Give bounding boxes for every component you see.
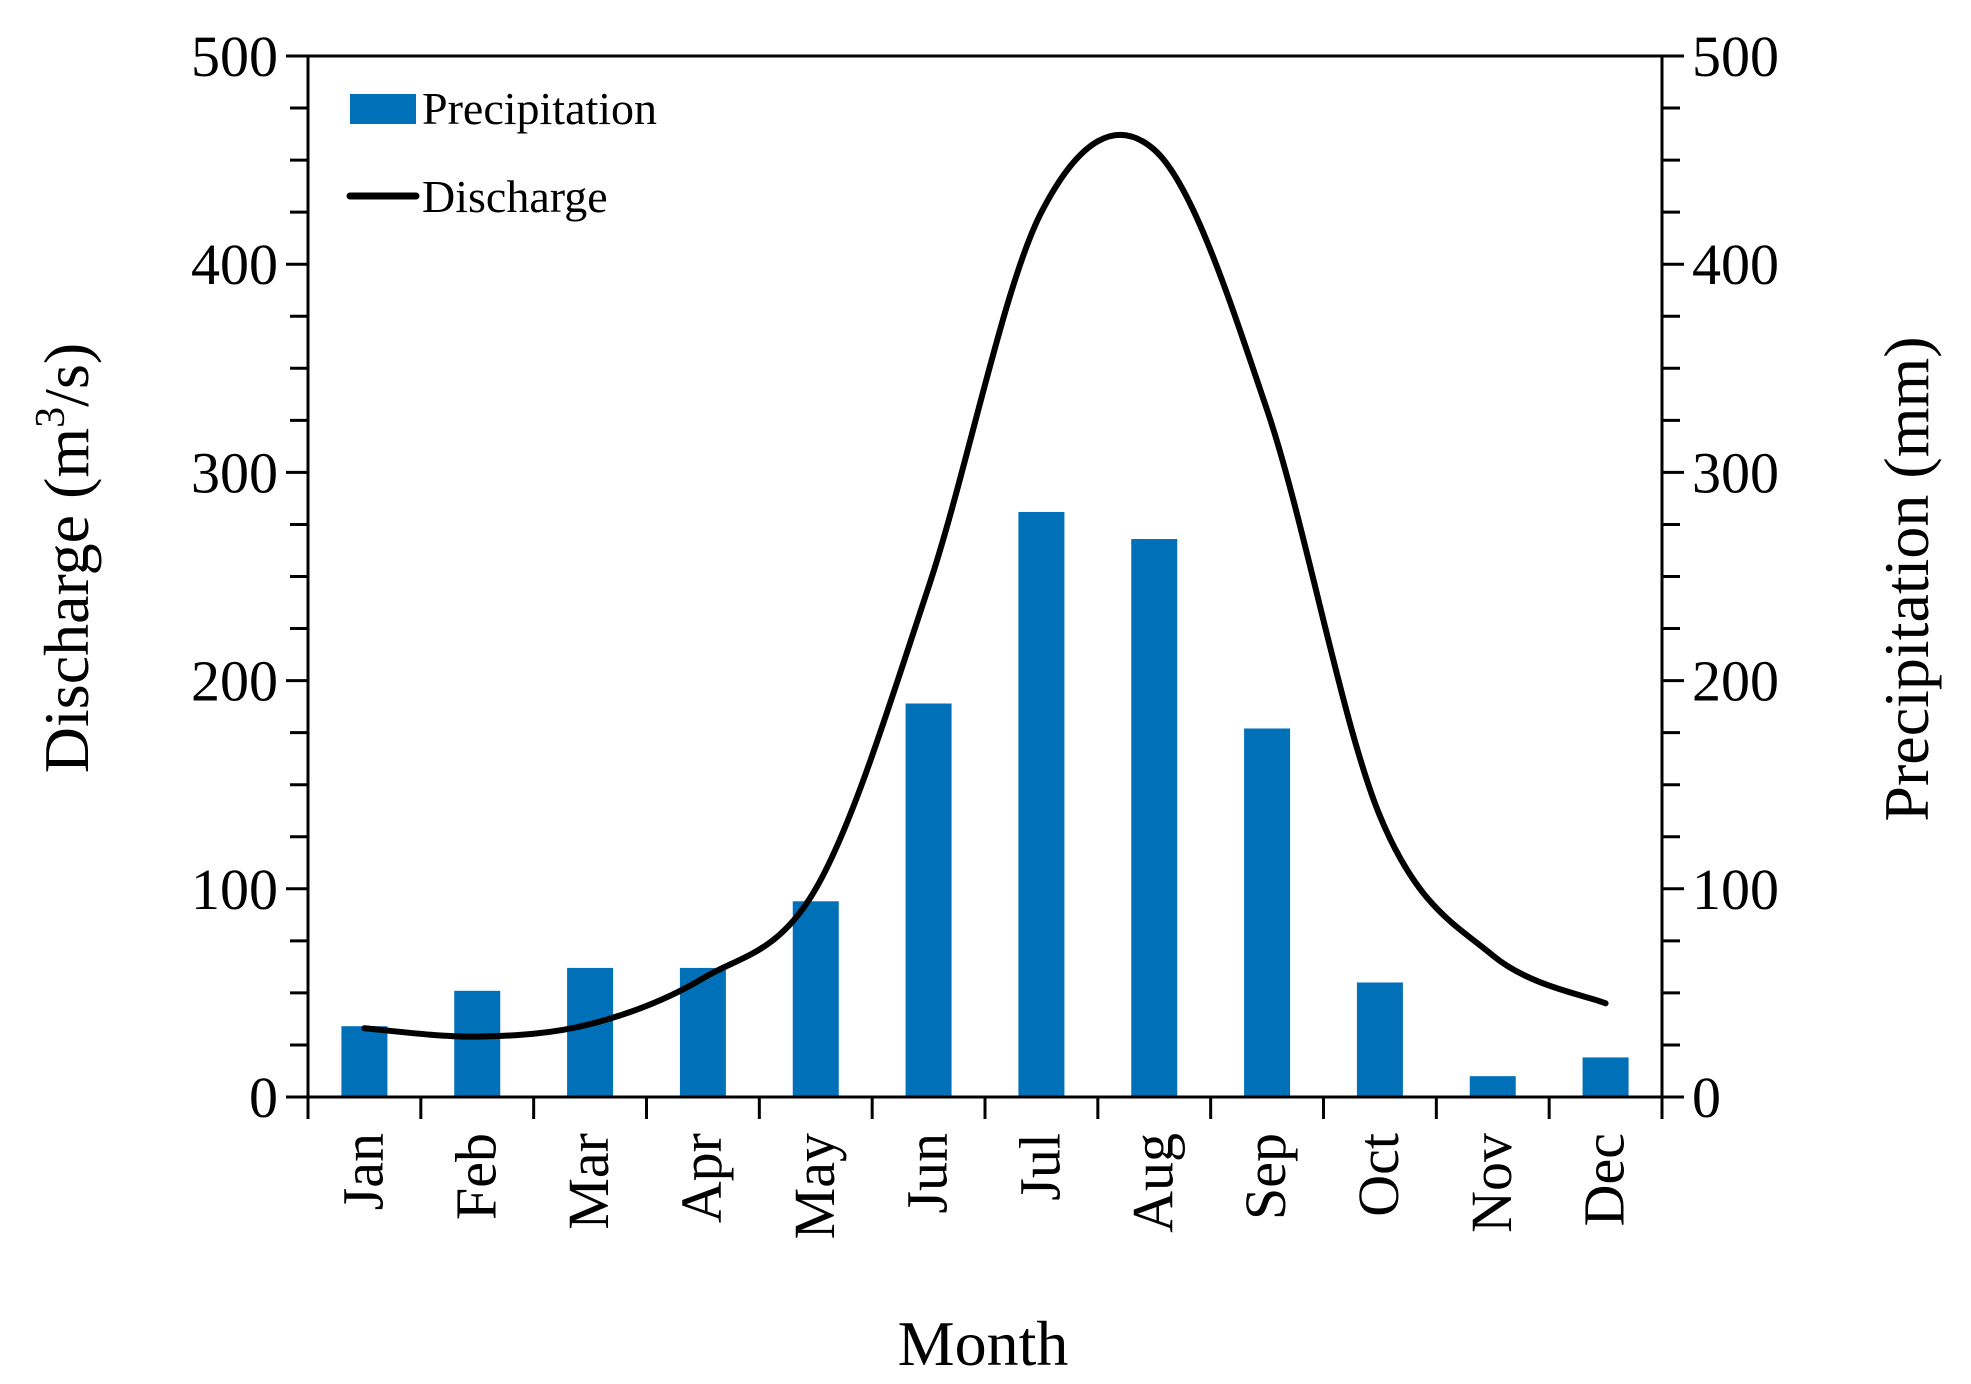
- bar-jul: [1018, 511, 1065, 1097]
- y-axis-right-title: Precipitation (mm): [1871, 336, 1942, 821]
- y-left-tick-label: 0: [249, 1065, 278, 1130]
- y-left-tick-label: 200: [191, 649, 278, 714]
- y-right-tick-label: 500: [1692, 24, 1779, 89]
- y-right-tick-label: 100: [1692, 857, 1779, 922]
- bar-aug: [1131, 539, 1178, 1097]
- axis-ticks: 0 0 100 100 200 200 300 300 400 400 500 500 Jan Feb Ma…: [191, 24, 1779, 1239]
- bar-nov: [1469, 1076, 1516, 1097]
- y-axis-left-title: Discharge (m3/s): [28, 343, 102, 773]
- x-tick-label-sep: Sep: [1233, 1133, 1298, 1220]
- y-left-tick-label: 400: [191, 232, 278, 297]
- x-tick-label-jul: Jul: [1007, 1133, 1072, 1201]
- legend-precipitation-label: Precipitation: [422, 83, 657, 134]
- bar-jan: [341, 1026, 388, 1097]
- x-tick-label-oct: Oct: [1346, 1133, 1411, 1217]
- x-tick-label-feb: Feb: [443, 1133, 508, 1220]
- precipitation-bars: [341, 511, 1629, 1097]
- x-tick-label-may: May: [782, 1133, 847, 1239]
- bar-oct: [1356, 982, 1403, 1097]
- legend: Precipitation Discharge: [346, 83, 657, 222]
- y-right-tick-label: 400: [1692, 232, 1779, 297]
- bar-may: [792, 901, 839, 1097]
- x-tick-label-nov: Nov: [1459, 1133, 1524, 1233]
- y-left-tick-label: 300: [191, 440, 278, 505]
- legend-discharge-label: Discharge: [422, 171, 608, 222]
- x-tick-label-jun: Jun: [895, 1133, 960, 1214]
- y-left-tick-label: 500: [191, 24, 278, 89]
- bar-sep: [1244, 728, 1291, 1097]
- bar-feb: [454, 990, 501, 1097]
- x-tick-label-apr: Apr: [669, 1133, 734, 1223]
- discharge-line: [361, 131, 1609, 1040]
- x-tick-label-dec: Dec: [1572, 1133, 1637, 1226]
- y-right-tick-label: 0: [1692, 1065, 1721, 1130]
- x-tick-label-jan: Jan: [330, 1133, 395, 1210]
- x-axis-title: Month: [898, 1308, 1069, 1379]
- bar-jun: [905, 703, 952, 1097]
- x-tick-label-mar: Mar: [556, 1133, 621, 1230]
- y-left-tick-label: 100: [191, 857, 278, 922]
- y-right-tick-label: 200: [1692, 649, 1779, 714]
- x-tick-label-aug: Aug: [1120, 1133, 1185, 1233]
- bar-dec: [1582, 1057, 1629, 1097]
- y-right-tick-label: 300: [1692, 440, 1779, 505]
- legend-precipitation-swatch: [350, 94, 416, 124]
- bar-mar: [567, 967, 614, 1097]
